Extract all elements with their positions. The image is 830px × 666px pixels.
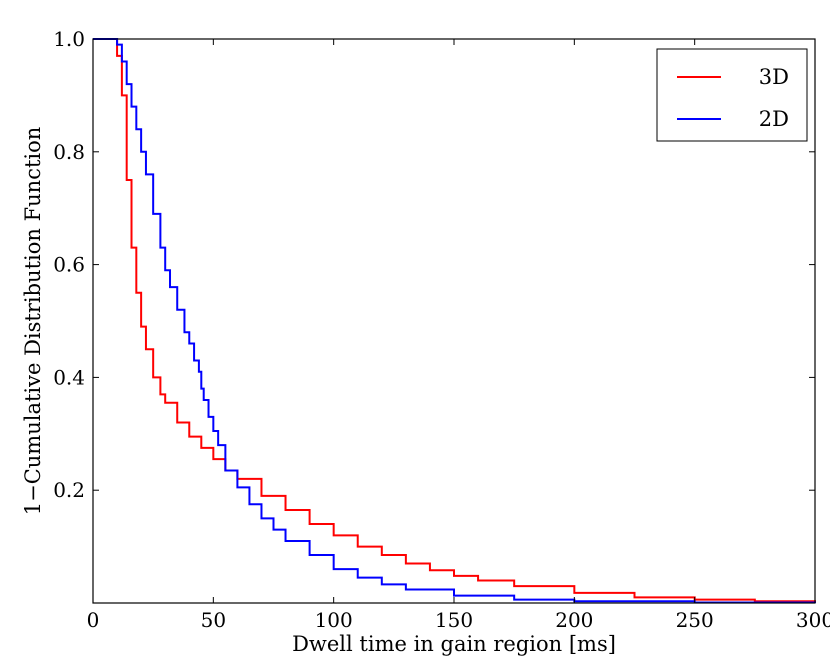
x-axis-label: Dwell time in gain region [ms] <box>292 632 616 656</box>
legend: 3D 2D <box>656 48 808 142</box>
y-tick-label: 1.0 <box>53 27 85 51</box>
x-tick-label: 100 <box>315 608 353 632</box>
legend-label-2d: 2D <box>759 107 789 131</box>
legend-label-3d: 3D <box>759 65 789 89</box>
y-axis-label: 1−Cumulative Distribution Function <box>21 127 45 516</box>
x-tick-label: 0 <box>87 608 100 632</box>
x-tick-label: 300 <box>796 608 830 632</box>
y-tick-label: 0.8 <box>53 140 85 164</box>
y-tick-label: 0.4 <box>53 365 85 389</box>
x-tick-label: 50 <box>201 608 226 632</box>
series-line-2d <box>93 38 816 604</box>
series-layer <box>93 38 816 604</box>
x-tick-label: 150 <box>435 608 473 632</box>
x-tick-label: 200 <box>555 608 593 632</box>
y-tick-label: 0.2 <box>53 478 85 502</box>
legend-box <box>656 48 808 142</box>
y-tick-label: 0.6 <box>53 253 85 277</box>
ticks-layer: 0 50 100 150 200 250 300 0.2 0.4 0.6 0.8 1.0 <box>53 27 830 632</box>
x-tick-label: 250 <box>676 608 714 632</box>
